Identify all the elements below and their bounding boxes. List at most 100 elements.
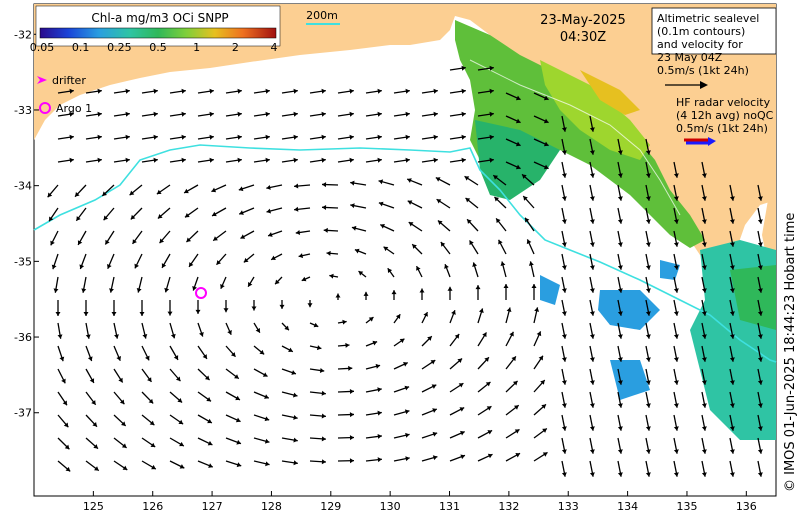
velocity-arrowhead (561, 127, 567, 132)
velocity-arrowhead (405, 111, 410, 117)
velocity-arrowhead (85, 334, 91, 339)
velocity-arrowhead (561, 265, 567, 270)
velocity-arrowhead (403, 362, 408, 367)
velocity-arrowhead (561, 426, 567, 431)
velocity-arrowhead (170, 333, 176, 339)
velocity-arrowhead (512, 380, 518, 386)
velocity-arrowhead (97, 88, 102, 94)
velocity-arrowhead (451, 310, 456, 315)
x-tick-label: 129 (320, 500, 341, 513)
velocity-arrowhead (757, 449, 763, 454)
velocity-arrowhead (321, 436, 326, 442)
colorbar-tick-label: 0.05 (30, 41, 55, 54)
velocity-arrowhead (268, 232, 273, 237)
velocity-arrowhead (645, 150, 651, 155)
velocity-arrowhead (75, 192, 80, 197)
velocity-arrowhead (377, 457, 382, 463)
velocity-arrowhead (561, 449, 567, 454)
colorbar-tick-label: 0.25 (107, 41, 132, 54)
colorbar-tick-label: 0.5 (149, 41, 167, 54)
velocity-arrowhead (444, 264, 449, 269)
velocity-arrowhead (288, 347, 293, 353)
velocity-arrowhead (248, 281, 253, 287)
velocity-arrowhead (561, 472, 567, 477)
date-label: 23-May-2025 (540, 13, 626, 28)
velocity-arrowhead (433, 134, 438, 140)
velocity-arrowhead (541, 404, 546, 409)
velocity-arrowhead (645, 380, 651, 385)
drifter-icon (37, 76, 47, 84)
velocity-arrowhead (192, 285, 197, 291)
velocity-arrowhead (645, 173, 651, 178)
velocity-arrowhead (92, 422, 97, 427)
velocity-arrowhead (515, 453, 521, 458)
land-kangaroo-island (762, 200, 776, 260)
velocity-arrowhead (76, 216, 81, 221)
altimetry-legend-line-3: and velocity for (657, 38, 743, 51)
velocity-arrowhead (167, 311, 173, 316)
velocity-arrowhead (729, 288, 735, 293)
velocity-arrowhead (116, 356, 122, 361)
velocity-arrowhead (119, 399, 125, 405)
velocity-arrowhead (757, 288, 763, 293)
velocity-arrowhead (349, 388, 354, 394)
velocity-arrowhead (211, 187, 217, 193)
argo-float-marker[interactable] (195, 287, 207, 299)
velocity-arrowhead (494, 196, 500, 202)
velocity-arrowhead (485, 381, 491, 387)
x-tick-label: 125 (83, 500, 104, 513)
velocity-arrowhead (617, 311, 623, 316)
velocity-arrowhead (701, 242, 707, 247)
velocity-arrowhead (432, 408, 437, 413)
velocity-arrowhead (284, 325, 289, 331)
velocity-arrowhead (136, 288, 142, 293)
velocity-arrowhead (292, 392, 298, 398)
velocity-arrowhead (349, 458, 354, 464)
velocity-arrowhead (399, 338, 405, 344)
velocity-arrowhead (121, 443, 127, 448)
velocity-arrowhead (408, 222, 414, 227)
velocity-arrowhead (293, 111, 298, 117)
velocity-arrowhead (348, 365, 353, 371)
colorbar: Chl-a mg/m3 OCi SNPP 0.05 0.1 0.25 0.5 1 2 4 (30, 5, 281, 54)
velocity-arrowhead (561, 311, 567, 316)
velocity-arrowhead (617, 173, 623, 178)
velocity-arrowhead (478, 308, 484, 313)
velocity-arrowhead (97, 157, 102, 163)
velocity-arrowhead (673, 265, 679, 270)
velocity-arrowhead (561, 334, 567, 339)
velocity-arrowhead (701, 219, 707, 224)
velocity-arrowhead (294, 183, 299, 189)
velocity-arrowhead (53, 288, 59, 293)
velocity-arrowhead (515, 141, 521, 147)
velocity-arrowhead (617, 242, 623, 247)
velocity-arrowhead (129, 190, 135, 196)
velocity-arrowhead (514, 429, 520, 434)
scale-bar-label: 200m (306, 9, 338, 22)
velocity-arrowhead (199, 331, 204, 337)
velocity-arrowhead (617, 265, 623, 270)
velocity-arrowhead (69, 134, 74, 140)
velocity-arrowhead (293, 437, 298, 443)
x-tick-label: 131 (439, 500, 460, 513)
velocity-arrowhead (701, 173, 707, 178)
velocity-arrowhead (433, 157, 438, 163)
velocity-arrowhead (433, 88, 438, 94)
velocity-arrowhead (293, 460, 298, 466)
velocity-arrowhead (522, 174, 527, 179)
velocity-arrowhead (125, 88, 130, 94)
colorbar-tick-label: 4 (271, 41, 278, 54)
velocity-arrowhead (363, 291, 369, 296)
velocity-arrowhead (51, 264, 57, 270)
velocity-arrowhead (335, 293, 341, 298)
velocity-arrowhead (617, 449, 623, 454)
velocity-arrowhead (467, 219, 472, 224)
velocity-arrowhead (177, 397, 183, 403)
velocity-arrowhead (461, 157, 466, 163)
velocity-arrowhead (461, 111, 466, 117)
velocity-arrowhead (589, 426, 595, 431)
velocity-arrowhead (458, 383, 464, 388)
velocity-arrowhead (528, 261, 534, 266)
velocity-arrowhead (157, 213, 163, 219)
velocity-arrowhead (178, 419, 184, 425)
